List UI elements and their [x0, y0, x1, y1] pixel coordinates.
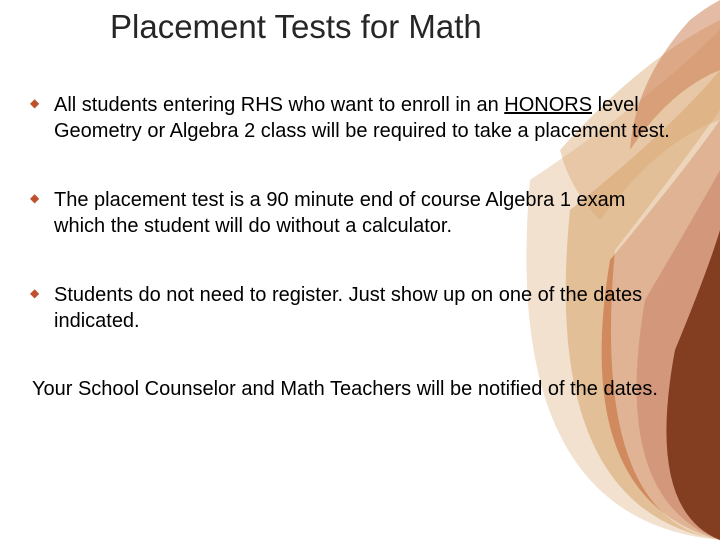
bullet-text-pre: All students entering RHS who want to en…	[54, 94, 504, 116]
slide-content: Placement Tests for Math All students en…	[0, 0, 720, 540]
bullet-item: All students entering RHS who want to en…	[32, 92, 680, 145]
bullet-text: The placement test is a 90 minute end of…	[54, 189, 625, 237]
bullet-text: Students do not need to register. Just s…	[54, 284, 642, 332]
footer-text: Your School Counselor and Math Teachers …	[32, 376, 680, 402]
bullet-text-underlined: HONORS	[504, 94, 592, 116]
slide-title: Placement Tests for Math	[110, 8, 680, 46]
bullet-list: All students entering RHS who want to en…	[32, 92, 680, 334]
bullet-item: Students do not need to register. Just s…	[32, 282, 680, 335]
bullet-item: The placement test is a 90 minute end of…	[32, 187, 680, 240]
